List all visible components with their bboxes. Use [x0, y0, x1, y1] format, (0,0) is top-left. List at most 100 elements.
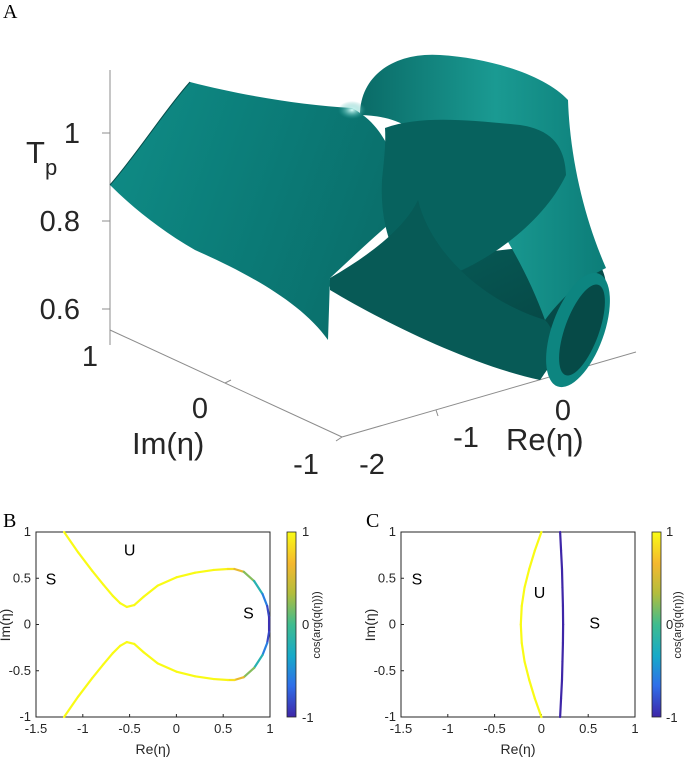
panel-b-curve-segment	[119, 602, 128, 609]
panel-b-xtick-label: 1	[266, 721, 273, 736]
panel-c-series-0	[519, 530, 543, 719]
panel-b-curve-segment	[212, 567, 229, 572]
panel-c-cbar-tick-0: 0	[666, 617, 673, 632]
panel-c-regions: S U S	[412, 571, 601, 632]
re-tick-label-m1: -1	[453, 422, 479, 454]
panel-b-curve-segment	[233, 676, 245, 682]
panel-b-curve-segment	[194, 675, 215, 681]
surface-tube-inner	[559, 284, 605, 376]
panel-b-xlabel: Re(η)	[135, 741, 170, 757]
panel-c-curve-segment	[533, 530, 543, 552]
panel-c-ylabel: Im(η)	[362, 609, 378, 642]
z-tick-label-0.6: 0.6	[40, 294, 80, 326]
panel-c-cbar-label: cos(arg(q(η)))	[672, 591, 684, 658]
panel-c-curve-segment	[559, 697, 563, 719]
panel-b-curve-segment	[125, 640, 136, 646]
panel-b-ticks: -1.5 -1 -0.5 0 0.5 110.50-0.5-1	[9, 524, 274, 736]
panel-b-cbar-tick-1: 1	[302, 524, 309, 539]
panel-c-letter: C	[366, 510, 379, 532]
panel-b-region-label: U	[124, 543, 136, 560]
panel-c-curve-segment	[520, 641, 526, 663]
panel-c-xtick-label: -0.5	[483, 721, 505, 736]
z-tick-label-0.8: 0.8	[40, 206, 80, 238]
panel-c-curve-segment	[559, 678, 564, 700]
panel-b-ytick-label: 0	[24, 617, 31, 632]
panel-b-curve-segment	[91, 569, 105, 586]
panel-b-curve-segment	[261, 592, 269, 608]
panel-c-region-label: S	[589, 616, 600, 633]
panel-b-cbar-label: cos(arg(q(η)))	[311, 591, 323, 658]
panel-b-ylabel: Im(η)	[0, 609, 13, 642]
panel-c-region-label: U	[534, 585, 546, 602]
tp-surface	[109, 54, 610, 388]
panel-b-xtick-label: 0	[173, 721, 180, 736]
panel-c-curves	[519, 530, 565, 719]
panel-b-curve-segment	[102, 652, 114, 666]
panel-c-xtick-label: -1.5	[390, 721, 412, 736]
panel-b-curve-segment	[119, 640, 128, 647]
panel-b-curve-segment	[111, 594, 122, 605]
im-tick-m1	[335, 436, 343, 442]
panel-b-curve-segment	[156, 662, 178, 673]
panel-b-xtick-label: -1	[77, 721, 89, 736]
panel-c: C -1.5 -1 -0.5 0 0.5 110.50-0.5-1 SUS Re(η) I…	[362, 510, 684, 757]
panel-c-xtick-label: 0	[538, 721, 545, 736]
panel-c-cbar-tick-1: 1	[666, 524, 673, 539]
panel-c-curve-segment	[528, 678, 536, 700]
panel-c-curve-segment	[533, 697, 543, 719]
panel-c-ytick-label: -1	[384, 709, 396, 724]
re-tick-label-0: 0	[555, 395, 571, 427]
panel-c-region-label: S	[412, 571, 423, 588]
panel-c-xtick-label: 0.5	[579, 721, 597, 736]
panel-c-curve-segment	[559, 549, 564, 571]
panel-c-curve-segment	[559, 530, 563, 552]
panel-c-xtick-label: -1	[442, 721, 454, 736]
im-tick-0	[224, 379, 232, 384]
panel-b-curve-segment	[77, 551, 94, 572]
panel-c-curve-segment	[528, 549, 536, 571]
panel-a-axes	[102, 70, 637, 442]
panel-b-regions: S U S	[46, 543, 254, 623]
panel-c-colorbar	[651, 531, 662, 718]
im-tick-label-1: 1	[82, 341, 98, 373]
panel-b-curve-segment	[266, 630, 271, 645]
panel-b-curve-segment	[156, 576, 178, 587]
panel-c-ticks: -1.5 -1 -0.5 0 0.5 110.50-0.5-1	[374, 524, 639, 736]
panel-b-curve-segment	[62, 530, 80, 554]
panel-c-plot-box	[400, 531, 636, 718]
panel-b-curve-segment	[133, 595, 145, 607]
panel-c-cbar-tick-m1: -1	[666, 710, 678, 725]
panel-c-curve-segment	[520, 586, 526, 608]
panel-b-ytick-label: 1	[24, 524, 31, 539]
panel-b-ytick-label: -1	[19, 709, 31, 724]
panel-b-region-label: S	[243, 605, 254, 622]
surface-highlight	[338, 101, 366, 119]
panel-b-ytick-label: 0.5	[13, 570, 31, 585]
im-tick-label-0: 0	[192, 393, 208, 425]
panel-c-curve-segment	[523, 567, 531, 589]
panel-b-curve-segment	[252, 579, 264, 596]
panel-b-curve-segment	[142, 584, 159, 598]
panel-b-curve-segment	[62, 695, 80, 719]
panel-b-ytick-label: -0.5	[9, 663, 31, 678]
z-axis-label: Tp	[26, 135, 57, 180]
im-axis-label: Im(η)	[132, 426, 204, 461]
re-tick-label-m2: -2	[359, 449, 385, 481]
panel-c-ytick-label: 0.5	[378, 570, 396, 585]
panel-b-curve-segment	[252, 653, 264, 670]
panel-a-letter: A	[3, 1, 18, 23]
panel-b-curve-segment	[133, 642, 145, 654]
panel-b-colorbar	[286, 531, 297, 718]
panel-c-series-1	[559, 530, 565, 719]
panel-c-curve-segment	[519, 604, 523, 626]
panel-b-xtick-label: -0.5	[118, 721, 140, 736]
re-axis-label: Re(η)	[506, 422, 584, 457]
panel-b-curve-segment	[242, 570, 256, 583]
panel-c-ytick-label: -0.5	[374, 663, 396, 678]
panel-b-curve-segment	[91, 663, 105, 680]
panel-b-curve-segment	[242, 666, 256, 679]
panel-b-curve-segment	[142, 651, 159, 665]
panel-b-region-label: S	[46, 571, 57, 588]
panel-b-curve-segment	[175, 571, 197, 579]
